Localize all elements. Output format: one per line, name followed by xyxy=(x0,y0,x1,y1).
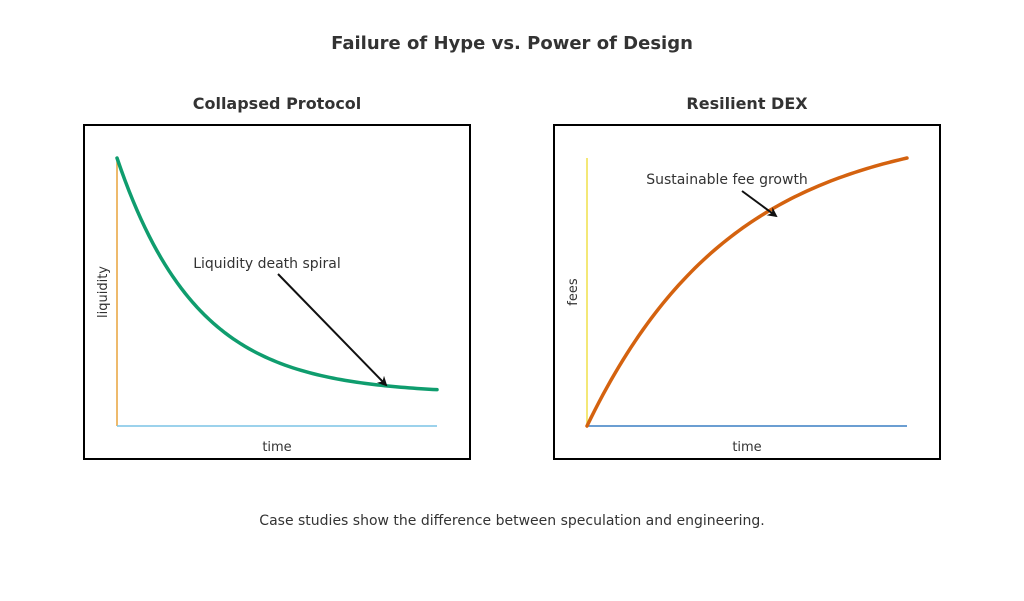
caption: Case studies show the difference between… xyxy=(259,513,765,529)
x-axis-label-left: time xyxy=(262,440,291,455)
y-axis-label-left: liquidity xyxy=(96,266,111,318)
annotation-fee-growth: Sustainable fee growth xyxy=(646,172,808,188)
annotation-death-spiral: Liquidity death spiral xyxy=(193,256,341,272)
annotation-arrow-left xyxy=(277,273,388,387)
panel-title-resilient: Resilient DEX xyxy=(686,94,808,113)
x-axis-label-right: time xyxy=(732,440,761,455)
panel-frame-right xyxy=(553,124,941,460)
annotation-arrow-right xyxy=(741,190,778,218)
liquidity-decay-curve xyxy=(115,156,439,392)
panel-resilient-dex: Resilient DEX time fees Sustainable fee … xyxy=(553,94,941,460)
fee-growth-curve xyxy=(585,156,909,428)
panel-title-collapsed: Collapsed Protocol xyxy=(193,94,362,113)
panel-collapsed-protocol: Collapsed Protocol time liquidity Liquid… xyxy=(83,94,471,460)
y-axis-label-right: fees xyxy=(566,278,581,306)
panel-frame-left xyxy=(83,124,471,460)
page-title: Failure of Hype vs. Power of Design xyxy=(331,33,693,54)
